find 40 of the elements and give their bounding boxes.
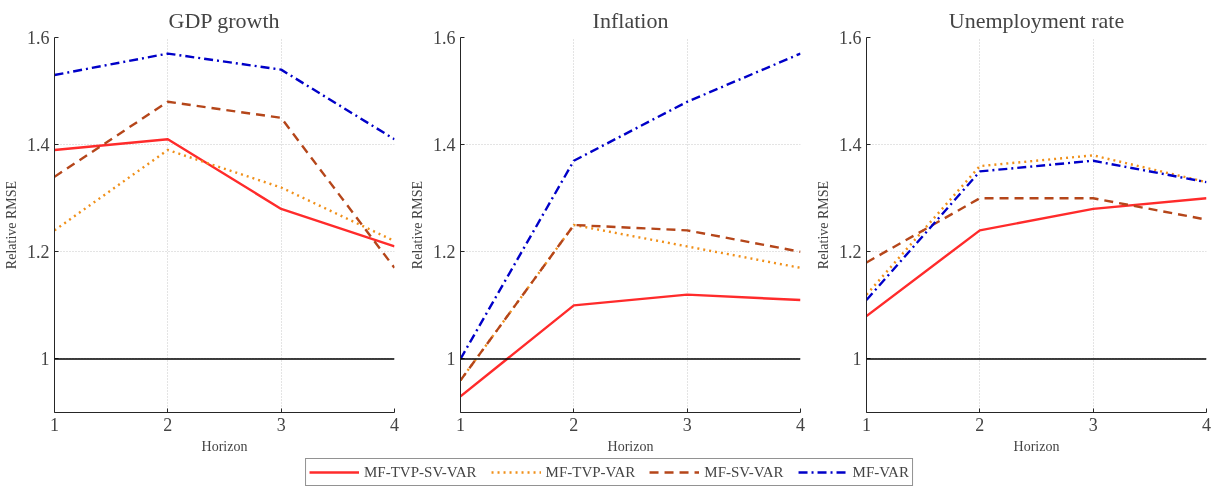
y-tick-label: 1.2: [839, 242, 862, 263]
chart-title: Unemployment rate: [948, 7, 1125, 33]
chart-title: Inflation: [592, 7, 669, 33]
line-series: [460, 293, 801, 398]
legend-label: MF-SV-VAR: [704, 463, 784, 481]
line-series: [866, 197, 1207, 318]
x-axis-title: Horizon: [607, 438, 654, 454]
line-series: [460, 52, 801, 361]
x-tick-label: 2: [163, 414, 173, 435]
x-tick-label: 4: [390, 414, 399, 435]
y-tick-label: 1.2: [433, 242, 456, 263]
line-series: [460, 223, 801, 382]
y-axis-title: Relative RMSE: [410, 180, 425, 270]
x-tick-label: 3: [1088, 414, 1098, 435]
x-tick-label: 3: [276, 414, 286, 435]
y-tick-label: 1.2: [27, 242, 50, 263]
y-tick-label: 1.4: [839, 135, 862, 156]
x-axis-title: Horizon: [201, 438, 248, 454]
x-tick-label: 2: [569, 414, 579, 435]
x-axis-title: Horizon: [1013, 438, 1060, 454]
chart-title: GDP growth: [168, 7, 280, 33]
y-tick-label: 1.6: [433, 28, 456, 48]
y-tick-label: 1: [40, 349, 50, 370]
x-tick-label: 4: [796, 414, 805, 435]
y-tick-label: 1.4: [27, 135, 50, 156]
y-tick-label: 1: [446, 349, 456, 370]
y-tick-label: 1.4: [433, 135, 456, 156]
legend-label: MF-TVP-SV-VAR: [364, 463, 477, 481]
legend-label: MF-TVP-VAR: [545, 463, 636, 481]
line-series: [54, 100, 395, 270]
line-series: [54, 52, 395, 141]
y-axis-title: Relative RMSE: [816, 180, 831, 270]
x-tick-label: 3: [682, 414, 692, 435]
y-axis-title: Relative RMSE: [4, 180, 19, 270]
legend-label: MF-VAR: [852, 463, 909, 481]
x-tick-label: 4: [1202, 414, 1211, 435]
y-tick-label: 1.6: [839, 28, 862, 48]
y-tick-label: 1: [852, 349, 862, 370]
x-tick-label: 2: [975, 414, 985, 435]
y-tick-label: 1.6: [27, 28, 50, 48]
